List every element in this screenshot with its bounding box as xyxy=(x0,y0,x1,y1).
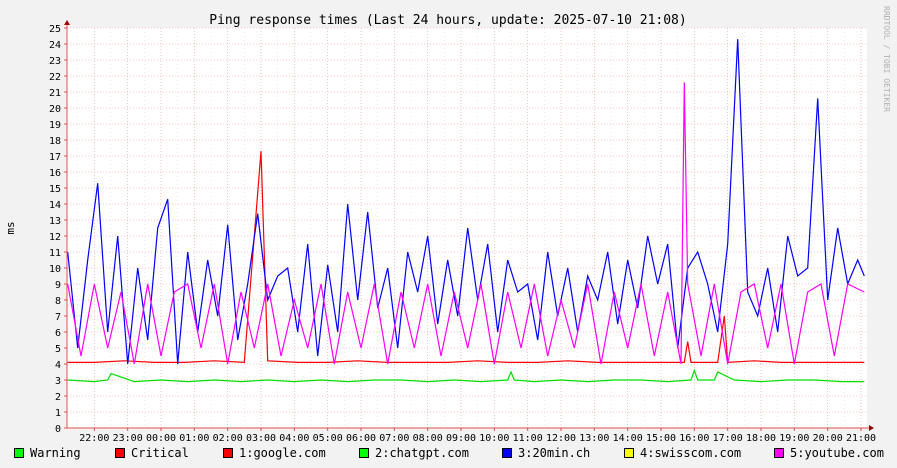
youtube-swatch-icon xyxy=(774,448,784,458)
y-tick-label: 3 xyxy=(55,376,61,387)
x-tick-label: 21:00 xyxy=(846,433,876,444)
chatgpt-swatch-icon xyxy=(359,448,369,458)
x-tick-label: 03:00 xyxy=(246,433,276,444)
x-tick-label: 08:00 xyxy=(413,433,443,444)
series-line-5 xyxy=(67,82,865,365)
legend-item-google: 1:google.com xyxy=(223,446,326,460)
legend-label-google: 1:google.com xyxy=(239,446,326,460)
y-axis-label: ms xyxy=(4,221,17,234)
x-tick-label: 11:00 xyxy=(513,433,543,444)
y-tick-label: 19 xyxy=(49,120,61,131)
x-tick-label: 17:00 xyxy=(713,433,743,444)
grid-lines xyxy=(67,27,867,428)
y-tick-label: 21 xyxy=(49,88,61,99)
legend: Warning Critical 1:google.com 2:chatgpt.… xyxy=(0,446,897,464)
x-tick-label: 23:00 xyxy=(113,433,143,444)
y-tick-label: 5 xyxy=(55,344,61,355)
series-line-2 xyxy=(67,368,865,383)
x-tick-label: 20:00 xyxy=(813,433,843,444)
y-tick-label: 1 xyxy=(55,408,61,419)
y-tick-label: 14 xyxy=(49,200,61,211)
google-swatch-icon xyxy=(223,448,233,458)
y-tick-label: 23 xyxy=(49,56,61,67)
legend-item-chatgpt: 2:chatgpt.com xyxy=(359,446,469,460)
legend-item-warning: Warning xyxy=(14,446,81,460)
x-tick-label: 00:00 xyxy=(146,433,176,444)
tick-labels: 0123456789101112131415161718192021222324… xyxy=(49,24,876,444)
x-tick-label: 16:00 xyxy=(679,433,709,444)
x-tick-label: 09:00 xyxy=(446,433,476,444)
x-tick-label: 13:00 xyxy=(579,433,609,444)
legend-label-warning: Warning xyxy=(30,446,81,460)
axes xyxy=(64,20,874,431)
x-tick-label: 15:00 xyxy=(646,433,676,444)
series-layer xyxy=(67,39,865,383)
x-tick-label: 14:00 xyxy=(613,433,643,444)
legend-item-critical: Critical xyxy=(115,446,189,460)
legend-label-critical: Critical xyxy=(131,446,189,460)
rrdtool-watermark: RRDTOOL / TOBI OETIKER xyxy=(882,6,891,112)
x-tick-label: 04:00 xyxy=(279,433,309,444)
x-tick-label: 02:00 xyxy=(213,433,243,444)
x-tick-label: 01:00 xyxy=(179,433,209,444)
y-tick-label: 16 xyxy=(49,168,61,179)
x-tick-label: 05:00 xyxy=(313,433,343,444)
y-tick-label: 2 xyxy=(55,392,61,403)
x-tick-label: 18:00 xyxy=(746,433,776,444)
legend-item-youtube: 5:youtube.com xyxy=(774,446,884,460)
legend-item-swisscom: 4:swisscom.com xyxy=(624,446,741,460)
y-tick-label: 8 xyxy=(55,296,61,307)
critical-swatch-icon xyxy=(115,448,125,458)
x-tick-label: 07:00 xyxy=(379,433,409,444)
20min-swatch-icon xyxy=(502,448,512,458)
y-tick-label: 15 xyxy=(49,184,61,195)
y-tick-label: 6 xyxy=(55,328,61,339)
y-tick-label: 12 xyxy=(49,232,61,243)
y-tick-label: 9 xyxy=(55,280,61,291)
y-tick-label: 20 xyxy=(49,104,61,115)
plot-area xyxy=(67,28,867,428)
y-tick-label: 13 xyxy=(49,216,61,227)
warning-swatch-icon xyxy=(14,448,24,458)
y-tick-label: 7 xyxy=(55,312,61,323)
swisscom-swatch-icon xyxy=(624,448,634,458)
y-axis-arrow-icon xyxy=(64,20,70,25)
y-tick-label: 18 xyxy=(49,136,61,147)
x-tick-label: 22:00 xyxy=(79,433,109,444)
x-tick-label: 10:00 xyxy=(479,433,509,444)
y-tick-label: 4 xyxy=(55,360,61,371)
legend-label-chatgpt: 2:chatgpt.com xyxy=(375,446,469,460)
legend-label-youtube: 5:youtube.com xyxy=(790,446,884,460)
x-tick-label: 19:00 xyxy=(779,433,809,444)
y-tick-label: 11 xyxy=(49,248,61,259)
chart-title: Ping response times (Last 24 hours, upda… xyxy=(209,13,686,28)
legend-item-20min: 3:20min.ch xyxy=(502,446,590,460)
x-tick-label: 12:00 xyxy=(546,433,576,444)
y-tick-label: 22 xyxy=(49,72,61,83)
x-tick-label: 06:00 xyxy=(346,433,376,444)
y-tick-label: 24 xyxy=(49,40,61,51)
series-line-3 xyxy=(67,39,865,365)
y-tick-label: 10 xyxy=(49,264,61,275)
y-tick-label: 0 xyxy=(55,424,61,435)
y-tick-label: 25 xyxy=(49,24,61,35)
series-line-1 xyxy=(67,151,865,364)
y-tick-label: 17 xyxy=(49,152,61,163)
x-axis-arrow-icon xyxy=(869,425,874,431)
legend-label-swisscom: 4:swisscom.com xyxy=(640,446,742,460)
legend-label-20min: 3:20min.ch xyxy=(518,446,591,460)
